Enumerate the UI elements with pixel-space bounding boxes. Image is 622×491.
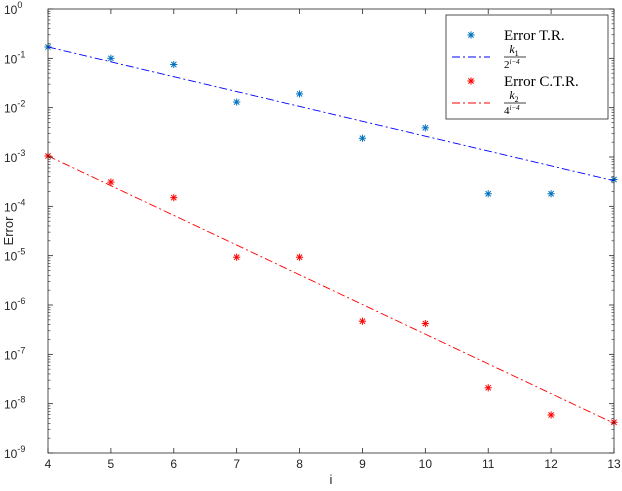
marker-stroke bbox=[468, 78, 474, 84]
data-point bbox=[170, 194, 178, 202]
legend-fraction-numerator: k2 bbox=[509, 88, 518, 104]
marker-stroke bbox=[485, 190, 492, 197]
marker-stroke bbox=[468, 32, 474, 38]
axes-layer bbox=[47, 8, 615, 454]
data-point bbox=[358, 317, 367, 325]
x-tick-label: 4 bbox=[45, 457, 52, 471]
y-tick-label: 10-8 bbox=[4, 395, 25, 412]
marker-stroke bbox=[107, 55, 114, 62]
fit-line bbox=[47, 46, 615, 182]
data-point bbox=[233, 253, 241, 261]
legend-item-3: Error C.T.R. bbox=[467, 74, 579, 90]
data-point bbox=[170, 60, 178, 69]
legend-item-1: Error T.R. bbox=[467, 28, 565, 44]
data-point bbox=[484, 190, 492, 198]
data-point bbox=[107, 178, 115, 186]
marker-stroke bbox=[233, 254, 240, 261]
y-tick-label: 10-5 bbox=[4, 247, 25, 264]
x-tick-label: 9 bbox=[359, 457, 366, 471]
x-tick-label: 13 bbox=[607, 457, 621, 471]
y-tick-label: 10-7 bbox=[4, 345, 25, 362]
data-point bbox=[421, 319, 429, 328]
data-point bbox=[547, 190, 555, 198]
plot-frame bbox=[47, 8, 615, 454]
data-point bbox=[358, 134, 367, 142]
x-axis-title: i bbox=[330, 472, 333, 487]
legend-marker-sample bbox=[467, 77, 475, 85]
data-point bbox=[547, 411, 555, 419]
y-tick-label: 100 bbox=[4, 0, 22, 17]
y-tick-label: 10-6 bbox=[4, 296, 25, 313]
series-1 bbox=[44, 43, 618, 198]
marker-stroke bbox=[422, 124, 429, 131]
series-2 bbox=[47, 46, 615, 182]
legend-fraction-numerator: k1 bbox=[509, 42, 518, 58]
marker-stroke bbox=[485, 384, 492, 391]
marker-stroke bbox=[296, 254, 303, 261]
y-tick-label: 10-9 bbox=[4, 444, 25, 461]
legend-fraction-denominator: 2i−4 bbox=[504, 58, 520, 71]
legend-marker-sample bbox=[467, 31, 475, 39]
x-tick-label: 8 bbox=[296, 457, 303, 471]
data-point bbox=[295, 90, 304, 98]
marker-stroke bbox=[233, 99, 240, 105]
marker-stroke bbox=[548, 412, 555, 418]
x-tick-label: 10 bbox=[419, 457, 433, 471]
legend-fraction-denominator: 4i−4 bbox=[504, 104, 520, 117]
y-axis-title: Error bbox=[1, 216, 16, 246]
marker-stroke bbox=[359, 318, 366, 325]
y-tick-label: 10-2 bbox=[4, 99, 25, 116]
x-tick-label: 7 bbox=[233, 457, 240, 471]
y-tick-label: 10-3 bbox=[4, 148, 25, 165]
x-tick-label: 12 bbox=[544, 457, 558, 471]
y-tick-label: 10-1 bbox=[4, 49, 25, 66]
marker-stroke bbox=[296, 90, 303, 97]
marker-stroke bbox=[170, 61, 177, 68]
marker-stroke bbox=[107, 179, 114, 186]
data-point bbox=[107, 54, 115, 62]
x-tick-label: 11 bbox=[482, 457, 495, 471]
ticks-layer: 4 5 6 7 8 9 10 11 12 13 100 10-1 10-2 10-3 10-4 10-5 10-… bbox=[4, 0, 621, 471]
legend-label: Error C.T.R. bbox=[504, 74, 579, 90]
marker-stroke bbox=[170, 194, 177, 201]
marker-stroke bbox=[359, 135, 366, 142]
data-point bbox=[233, 98, 241, 106]
marker-stroke bbox=[422, 320, 429, 327]
x-tick-label: 6 bbox=[170, 457, 177, 471]
x-tick-label: 5 bbox=[108, 457, 115, 471]
data-point bbox=[295, 253, 304, 261]
marker-stroke bbox=[548, 190, 555, 197]
legend-label: Error T.R. bbox=[504, 28, 565, 44]
y-tick-label: 10-4 bbox=[4, 197, 25, 214]
data-point bbox=[421, 124, 429, 132]
data-point bbox=[484, 384, 492, 392]
